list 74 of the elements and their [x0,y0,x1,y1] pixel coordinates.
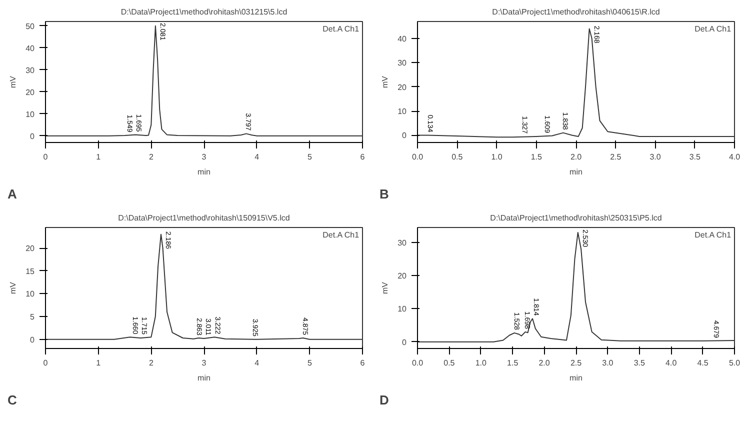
y-tick-label: 20 [398,272,408,281]
annotation: Det.A Ch1 [322,24,360,34]
y-tick-label: 10 [398,107,408,116]
text: C [8,392,18,408]
text: D [380,392,389,408]
x-tick-label: 1 [96,358,102,368]
x-tick-label: 0.5 [452,152,464,162]
x-tick-label: 1 [96,152,102,162]
y-tick-label: 0 [402,338,408,347]
y-tick-label: 20 [398,82,408,92]
y-axis-title: mV [8,75,18,88]
y-tick-label: 50 [26,22,36,31]
y-tick-label: 40 [26,44,36,53]
y-tick-label: 0 [30,132,36,141]
x-tick-label: 5 [307,152,312,162]
y-tick-label: 15 [26,266,36,276]
x-tick-label: 4 [254,358,260,368]
y-axis-title: mV [8,281,18,294]
x-tick-label: 4.0 [728,152,741,162]
x-axis-title: min [570,168,582,176]
annotation: Det.A Ch1 [322,230,360,240]
x-tick-label: 3 [202,358,207,368]
x-tick-label: 3.0 [650,152,662,162]
chart-title: D:\Data\Project1\method\rohitash\040615\R.lcd [492,8,660,16]
x-tick-label: 4.5 [697,358,709,368]
x-tick-label: 5 [307,358,312,368]
x-tick-label: 1.0 [491,152,503,162]
x-tick-label: 0 [43,152,48,162]
y-tick-label: 10 [398,304,408,314]
x-tick-label: 0.0 [412,152,424,162]
x-axis-title: min [198,168,210,176]
y-tick-label: 0 [30,335,36,344]
x-tick-label: 2 [148,152,154,162]
x-tick-label: 2.0 [570,152,582,162]
y-tick-label: 20 [26,244,36,254]
x-tick-label: 3.5 [634,358,646,368]
y-axis-title: mV [380,75,390,88]
x-tick-label: 2.5 [570,358,582,368]
x-tick-label: 1.5 [507,358,519,368]
text: A [8,186,18,202]
chart-title: D:\Data\Project1\method\rohitash\031215\5.lcd [120,8,288,16]
x-tick-label: 3.0 [602,358,614,368]
y-tick-label: 10 [26,110,36,119]
chart-title: D:\Data\Project1\method\rohitash\250315\P5.lcd [490,214,662,222]
x-tick-label: 0 [43,358,48,368]
x-tick-label: 1.5 [530,152,542,162]
x-tick-label: 3 [202,152,207,162]
annotation: Det.A Ch1 [694,230,732,240]
y-tick-label: 40 [398,34,408,44]
x-tick-label: 0.0 [412,358,424,368]
y-tick-label: 0 [402,131,408,140]
x-tick-label: 4.0 [666,358,678,368]
y-tick-label: 10 [26,290,36,299]
x-tick-label: 2.5 [610,152,622,162]
y-tick-label: 20 [26,88,36,97]
text: B [380,186,389,202]
x-tick-label: 3.5 [689,152,701,162]
y-axis-title: mV [380,281,390,294]
y-tick-label: 30 [398,238,408,248]
x-tick-label: 2.0 [538,358,550,368]
x-tick-label: 2 [148,358,154,368]
x-tick-label: 5.0 [728,358,741,368]
x-tick-label: 0.5 [444,358,456,368]
annotation: Det.A Ch1 [694,24,732,34]
x-tick-label: 4 [254,152,260,162]
y-tick-label: 5 [30,312,36,322]
y-tick-label: 30 [398,58,408,68]
x-tick-label: 6 [360,152,366,162]
x-tick-label: 1.0 [475,358,488,368]
x-axis-title: min [198,374,210,382]
x-tick-label: 6 [360,358,366,368]
chart-title: D:\Data\Project1\method\rohitash\150915\V5.lcd [118,214,290,222]
y-tick-label: 30 [26,66,36,75]
x-axis-title: min [570,374,582,382]
